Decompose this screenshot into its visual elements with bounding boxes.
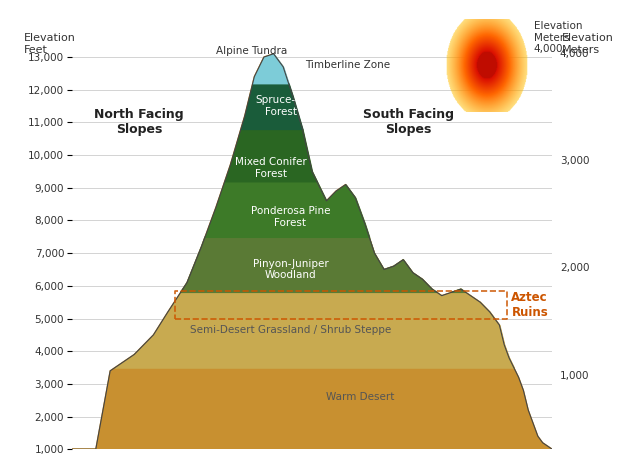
Text: Elevation
Meters: Elevation Meters (562, 33, 614, 55)
Text: Warm Desert: Warm Desert (326, 392, 394, 402)
Text: Elevation
Feet: Elevation Feet (24, 33, 76, 55)
Text: Ponderosa Pine
Forest: Ponderosa Pine Forest (251, 206, 330, 228)
Text: Pinyon-Juniper
Woodland: Pinyon-Juniper Woodland (253, 259, 328, 280)
Polygon shape (72, 54, 552, 449)
Text: Spruce-fir
Forest: Spruce-fir Forest (255, 95, 306, 117)
Text: Timberline Zone: Timberline Zone (306, 60, 391, 70)
Text: Alpine Tundra: Alpine Tundra (217, 45, 288, 56)
Text: Mixed Conifer
Forest: Mixed Conifer Forest (235, 157, 307, 179)
Text: Semi-Desert Grassland / Shrub Steppe: Semi-Desert Grassland / Shrub Steppe (190, 325, 391, 335)
Text: Elevation
Meters
4,000: Elevation Meters 4,000 (534, 21, 582, 54)
Text: Aztec
Ruins: Aztec Ruins (512, 291, 548, 319)
Text: North Facing
Slopes: North Facing Slopes (94, 109, 184, 137)
Text: South Facing
Slopes: South Facing Slopes (363, 109, 454, 137)
